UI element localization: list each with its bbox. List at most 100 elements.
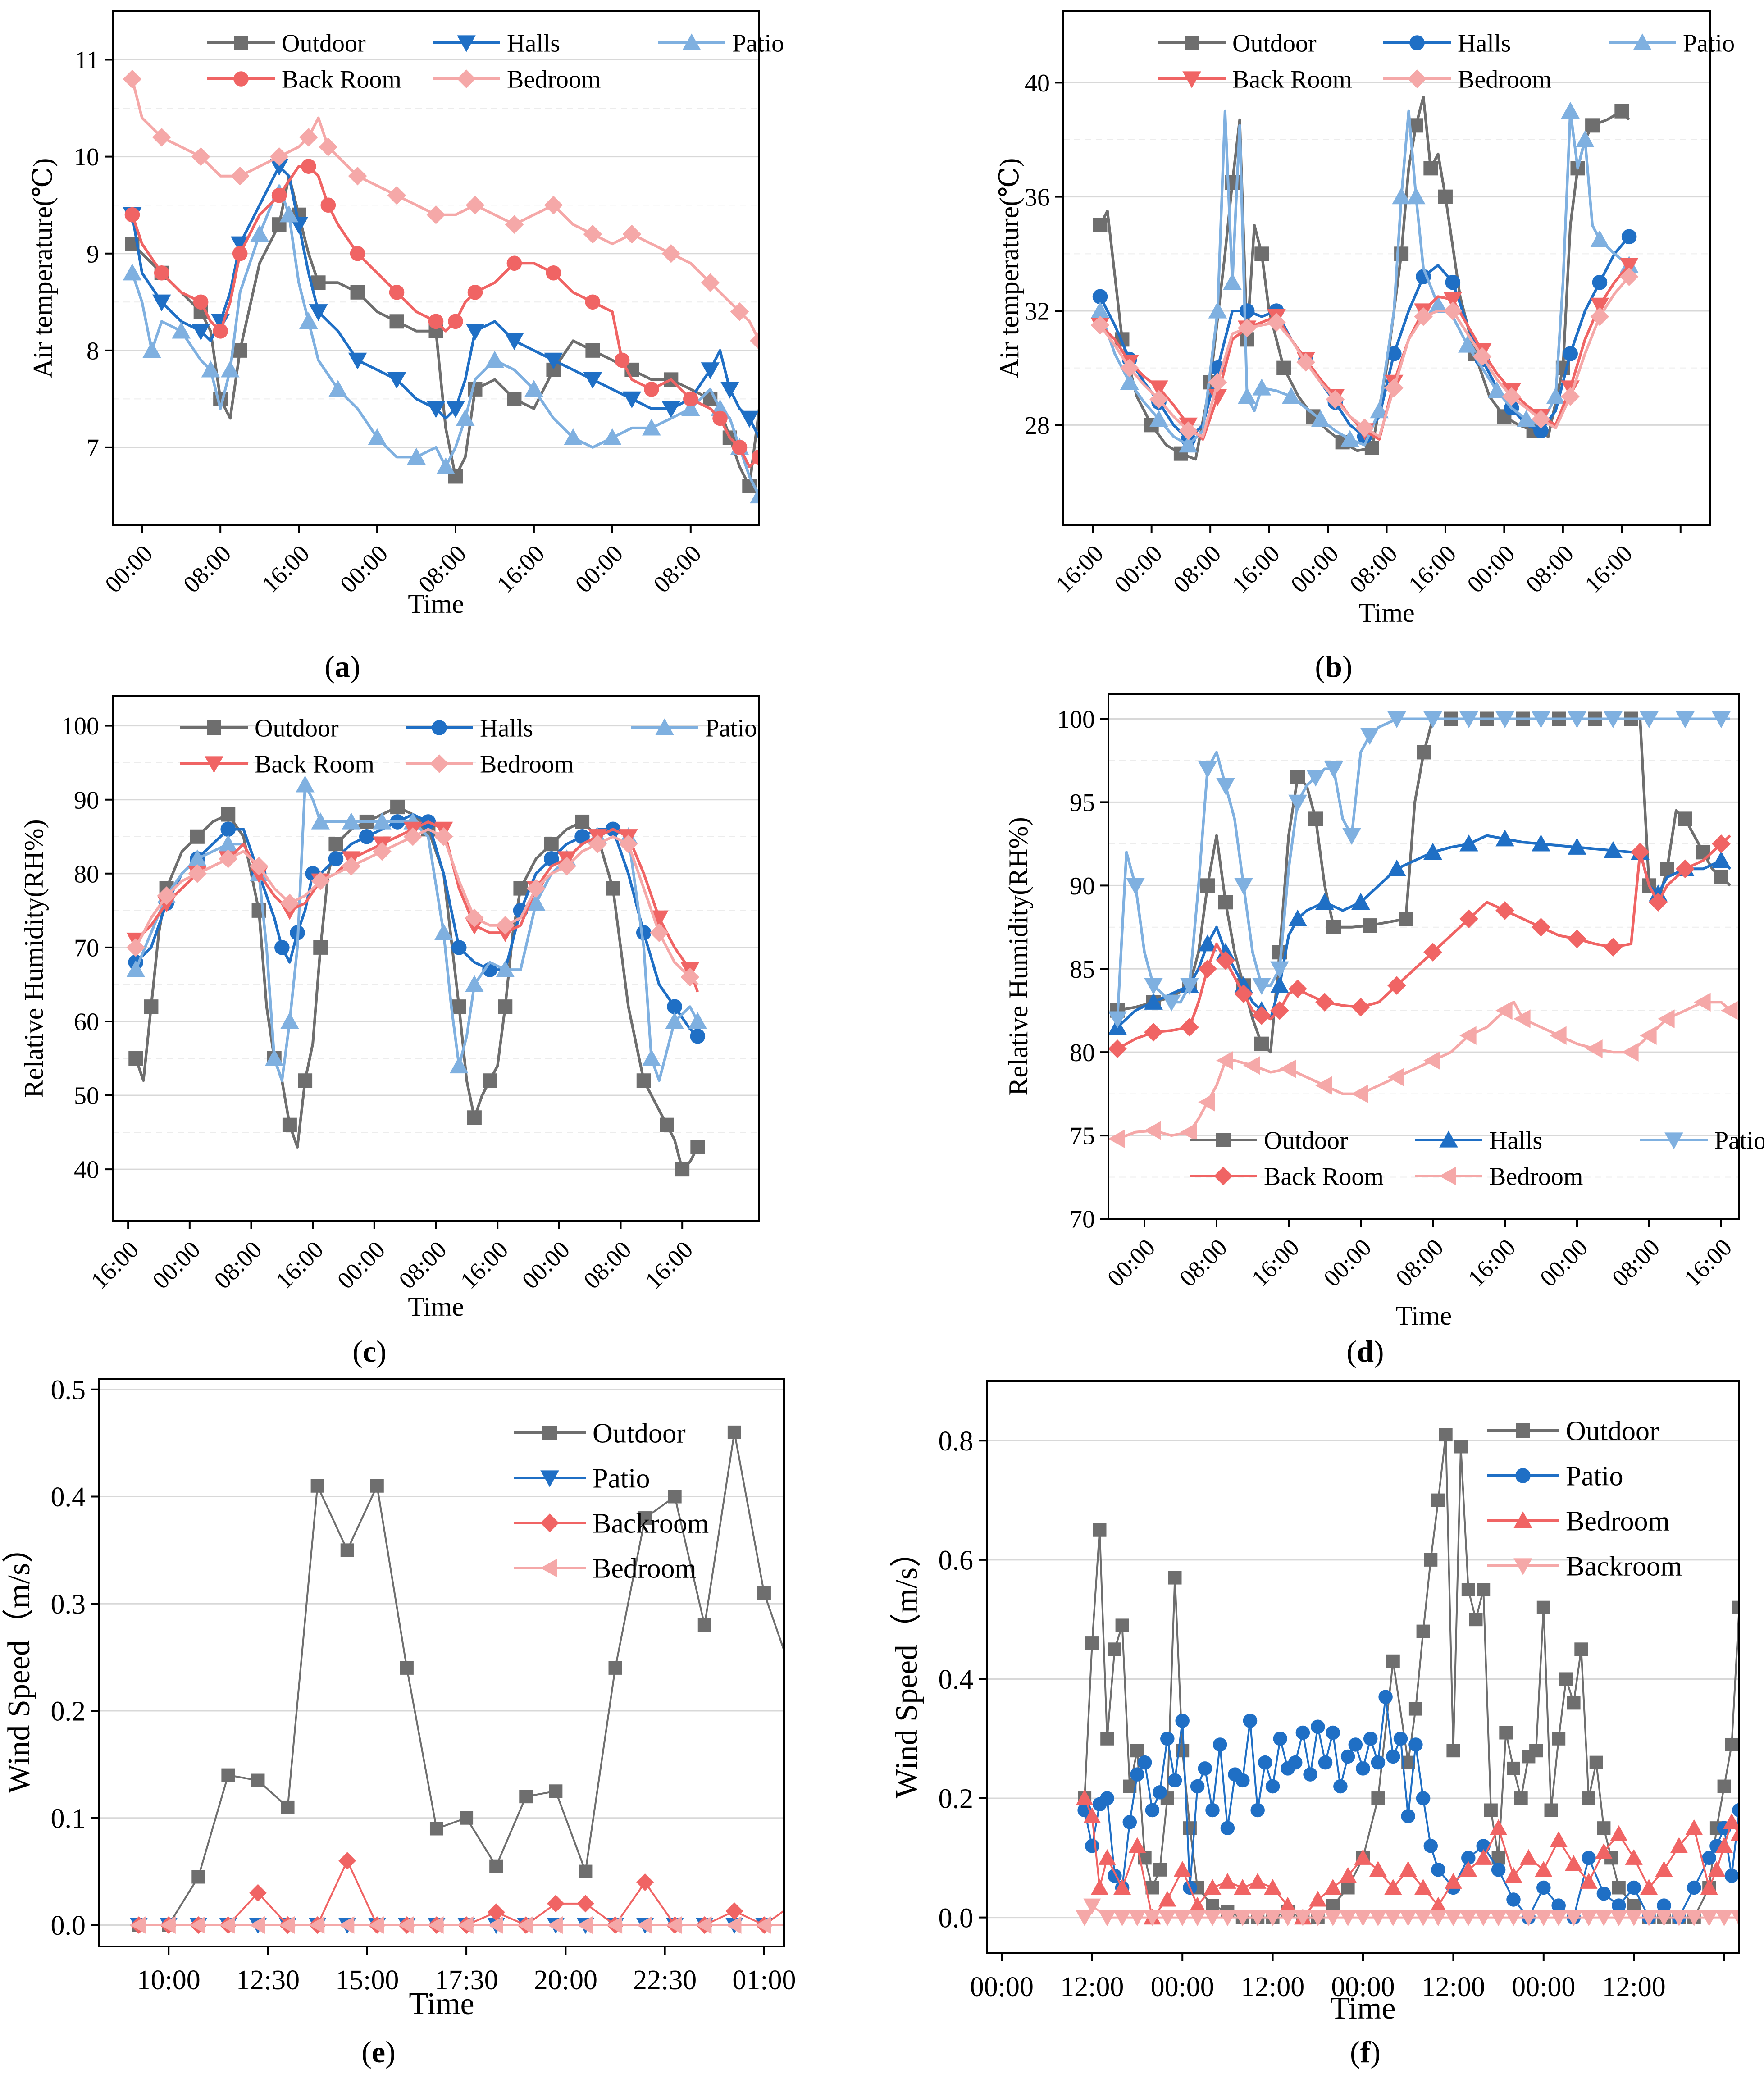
series-group [1108, 711, 1738, 1149]
series-line [1099, 109, 1630, 447]
series-backroom [1076, 1898, 1739, 1927]
data-point [1143, 1910, 1161, 1927]
caption-letter-d: d [1357, 1334, 1374, 1368]
legend: Outdoor Patio Bedroom Backroom [1487, 1416, 1682, 1582]
data-point [1234, 984, 1253, 1003]
gridlines [99, 1389, 784, 1926]
data-point [1627, 1880, 1641, 1895]
y-tick-label: 85 [1070, 956, 1095, 984]
data-point [274, 940, 290, 955]
data-point [1712, 851, 1731, 868]
data-point [249, 1916, 265, 1934]
y-tick-label: 100 [1057, 706, 1095, 734]
data-point [1360, 728, 1379, 745]
y-tick-label: 95 [1070, 789, 1095, 817]
legend-marker [1185, 36, 1199, 50]
data-point [311, 871, 330, 891]
legend-item-back-room: Back Room [207, 66, 401, 94]
data-point [1288, 1755, 1303, 1770]
legend-marker [1182, 71, 1201, 88]
data-point [1499, 1726, 1513, 1740]
data-point [1076, 1910, 1094, 1927]
data-point [1429, 1896, 1447, 1913]
x-axis-title: Time [1358, 598, 1415, 628]
data-point [603, 428, 622, 446]
y-axis-title: Wind Speed（m/s） [889, 1536, 924, 1798]
data-point [1504, 1867, 1522, 1883]
data-point [1108, 1129, 1125, 1149]
legend-marker [1516, 1423, 1530, 1438]
data-point [400, 1661, 414, 1675]
data-point [1658, 1009, 1675, 1028]
x-tick-label: 00:00 [1151, 1972, 1214, 2002]
legend-item-patio: Patio [658, 30, 784, 58]
legend-label: Halls [480, 715, 533, 743]
data-point [1676, 859, 1695, 879]
data-point [387, 372, 406, 389]
y-tick-label: 80 [1070, 1039, 1095, 1067]
data-point [1582, 1851, 1596, 1865]
data-point [446, 401, 465, 418]
data-point [1459, 1910, 1477, 1927]
data-point [428, 314, 444, 329]
data-point [1676, 711, 1695, 729]
series-bedroom [1090, 267, 1639, 440]
data-point [574, 829, 590, 844]
data-point [1339, 1910, 1357, 1927]
x-tick-label: 16:00 [1226, 540, 1285, 598]
data-point [1386, 346, 1402, 361]
data-point [1585, 118, 1600, 133]
x-tick-label: 00:00 [1318, 1234, 1377, 1292]
data-point [1495, 829, 1514, 847]
caption-a: (a) [324, 649, 360, 684]
data-point [1414, 1910, 1432, 1927]
data-point [1423, 843, 1442, 860]
data-point [1504, 1910, 1522, 1927]
data-point [757, 1586, 771, 1600]
series-group [1090, 96, 1639, 461]
data-point [160, 1916, 176, 1934]
data-point [785, 1895, 803, 1912]
legend-item-bedroom: Bedroom [1487, 1506, 1670, 1537]
data-point [128, 1051, 143, 1066]
legend-marker [205, 756, 223, 773]
y-tick-label: 36 [1025, 183, 1050, 211]
data-point [1093, 218, 1108, 232]
data-point [1495, 1001, 1513, 1020]
data-point [123, 263, 142, 281]
data-point [1694, 993, 1711, 1012]
data-point [1438, 189, 1453, 204]
data-point [660, 1117, 674, 1132]
data-point [1369, 1861, 1387, 1877]
data-point [1158, 1910, 1176, 1927]
data-point [665, 1012, 684, 1029]
legend-item-outdoor: Outdoor [1190, 1127, 1348, 1155]
data-point [1303, 1767, 1317, 1782]
data-point [1393, 1732, 1408, 1746]
data-point [1128, 1837, 1146, 1853]
data-point [1604, 938, 1623, 957]
data-point [1363, 918, 1377, 933]
data-point [1098, 1849, 1116, 1865]
data-point [191, 147, 210, 166]
data-point [785, 1918, 803, 1934]
data-point [1700, 1878, 1718, 1895]
data-point [1200, 878, 1215, 893]
data-point [557, 857, 576, 876]
data-point [1610, 1910, 1628, 1927]
data-point [1387, 711, 1406, 729]
data-point [1356, 1761, 1370, 1776]
legend-item-outdoor: Outdoor [1158, 30, 1317, 58]
data-point [1715, 1910, 1733, 1927]
y-tick-label: 0.1 [51, 1803, 86, 1834]
data-point [154, 265, 169, 281]
data-point [1160, 1732, 1175, 1746]
data-point [526, 879, 546, 898]
data-point [1561, 101, 1580, 119]
data-point [1126, 878, 1145, 895]
data-point [1198, 934, 1217, 952]
data-point [191, 1870, 205, 1884]
x-tick-label: 16:00 [86, 1236, 144, 1294]
data-point [1273, 1732, 1288, 1746]
